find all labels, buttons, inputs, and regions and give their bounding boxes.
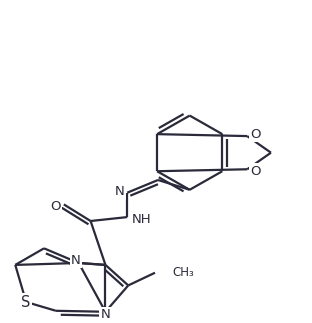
Text: CH₃: CH₃ [173, 266, 195, 279]
Text: S: S [22, 295, 31, 309]
Text: NH: NH [131, 213, 151, 225]
Text: N: N [100, 308, 110, 321]
Text: O: O [250, 128, 260, 141]
Text: O: O [250, 165, 260, 178]
Text: N: N [115, 185, 124, 198]
Text: O: O [51, 200, 61, 213]
Text: N: N [71, 254, 80, 266]
